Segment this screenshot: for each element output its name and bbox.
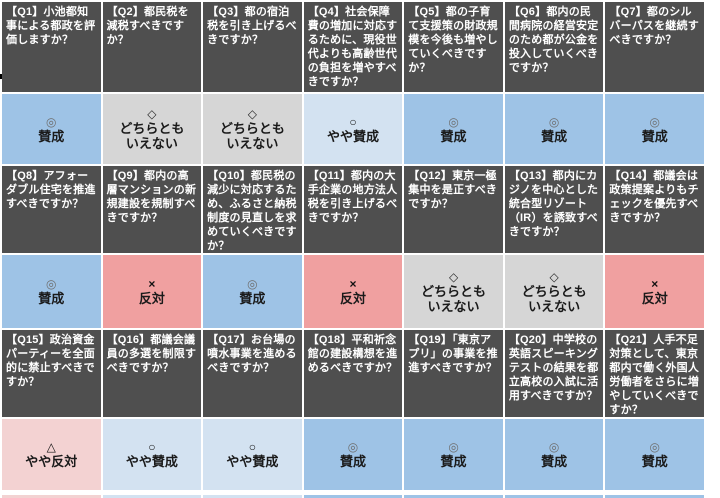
question-cell-q6: 【Q6】都内の民間病院の経営安定のため都が公金を投入していくべきですか？: [504, 2, 604, 92]
question-cell-q19: 【Q19】「東京アプリ」の事業を推進すべきですか？: [404, 330, 503, 417]
answer-cell-q4: ○ やや賛成: [303, 94, 403, 164]
stance-symbol-icon: ×: [349, 277, 357, 291]
question-cell-q1: 【Q1】小池都知事による都政を評価しますか？: [2, 2, 101, 92]
stance-symbol-icon: ◎: [46, 114, 57, 129]
sliver-cell: [605, 495, 704, 498]
question-cell-q11: 【Q11】都内の大手企業の地方法人税を引き上げるべきですか？: [303, 166, 403, 253]
question-cell-q9: 【Q9】都内の高層マンションの新規建設を規制すべきですか？: [102, 166, 202, 253]
stance-label: 賛成: [38, 128, 65, 144]
answer-cell-q13: ◇ どちらとも いえない: [504, 255, 604, 328]
question-cell-q16: 【Q16】都議会議員の多選を制限すべきですか？: [102, 330, 202, 417]
stance-symbol-icon: ×: [651, 277, 659, 291]
stance-label: 賛成: [38, 291, 65, 306]
answer-cell-q7: ◎ 賛成: [605, 94, 704, 164]
sliver-cell: [102, 495, 202, 498]
stance-symbol-icon: △: [46, 440, 56, 454]
answer-cell-q1: ◎ 賛成: [2, 94, 101, 164]
stance-symbol-icon: ◎: [649, 440, 660, 454]
answer-cell-q21: ◎ 賛成: [605, 419, 704, 490]
stance-label: 反対: [339, 291, 366, 306]
stance-symbol-icon: ◇: [247, 107, 258, 121]
question-cell-q4: 【Q4】社会保障費の増加に対応するために、現役世代よりも高齢世代の負担を増やすべ…: [303, 2, 403, 92]
stance-symbol-icon: ◎: [347, 440, 359, 454]
stance-symbol-icon: ×: [148, 277, 156, 291]
stance-symbol-icon: ◎: [448, 440, 459, 454]
answer-cell-q3: ◇ どちらとも いえない: [203, 94, 302, 164]
answer-cell-q14: × 反対: [605, 255, 704, 328]
stance-label: どちらとも いえない: [521, 283, 587, 314]
question-cell-q17: 【Q17】お台場の噴水事業を進めるべきですか？: [203, 330, 302, 417]
stance-label: 反対: [138, 291, 165, 306]
answer-cell-q8: ◎ 賛成: [2, 255, 101, 328]
answer-cell-q20: ◎ 賛成: [504, 419, 604, 490]
stance-label: 賛成: [440, 454, 467, 469]
answer-cell-q9: × 反対: [102, 255, 202, 328]
stance-symbol-icon: ◎: [548, 440, 560, 454]
answer-cell-q16: ○ やや賛成: [102, 419, 202, 490]
answer-cell-q17: ○ やや賛成: [203, 419, 302, 490]
stance-label: どちらとも いえない: [421, 283, 487, 314]
sliver-cell: [203, 495, 302, 498]
stance-label: 賛成: [239, 291, 266, 306]
stance-symbol-icon: ◎: [46, 277, 57, 291]
stance-symbol-icon: ◇: [448, 269, 459, 284]
stance-symbol-icon: ◇: [549, 269, 559, 284]
stance-label: やや賛成: [326, 128, 379, 144]
stance-symbol-icon: ◎: [548, 114, 560, 129]
stance-symbol-icon: ○: [349, 114, 357, 129]
question-cell-q20: 【Q20】中学校の英語スピーキングテストの結果を都立高校の入試に活用すべきですか…: [504, 330, 604, 417]
stance-symbol-icon: ◎: [448, 114, 459, 129]
qa-grid: 【Q1】小池都知事による都政を評価しますか？ 【Q2】都民税を減税すべきですか？…: [2, 2, 704, 490]
answer-cell-q10: ◎ 賛成: [203, 255, 302, 328]
sliver-cell: [504, 495, 604, 498]
question-cell-q10: 【Q10】都民税の減少に対応するため、ふるさと納税制度の見直しを求めていくべきで…: [203, 166, 302, 253]
question-cell-q12: 【Q12】東京一極集中を是正すべきですか？: [404, 166, 503, 253]
stance-label: 反対: [641, 291, 668, 306]
answer-cell-q5: ◎ 賛成: [404, 94, 503, 164]
answer-cell-q12: ◇ どちらとも いえない: [404, 255, 503, 328]
question-cell-q21: 【Q21】人手不足対策として、東京都内で働く外国人労働者をさらに増やしていくべき…: [605, 330, 704, 417]
sliver-cell: [404, 495, 503, 498]
stance-label: 賛成: [541, 128, 568, 144]
question-cell-q3: 【Q3】都の宿泊税を引き上げるべきですか？: [203, 2, 302, 92]
stance-label: 賛成: [541, 454, 568, 469]
stance-label: 賛成: [641, 454, 668, 469]
question-cell-q7: 【Q7】都のシルバーパスを継続すべきですか？: [605, 2, 704, 92]
answer-cell-q19: ◎ 賛成: [404, 419, 503, 490]
stance-label: どちらとも いえない: [119, 121, 185, 151]
question-cell-q5: 【Q5】都の子育て支援策の財政規模を今後も増やしていくべきですか？: [404, 2, 503, 92]
stance-label: どちらとも いえない: [219, 121, 285, 151]
sliver-cell: [303, 495, 403, 498]
next-row-sliver: [2, 495, 704, 498]
stance-label: やや賛成: [125, 454, 178, 469]
sliver-cell: [2, 495, 101, 498]
question-cell-q18: 【Q18】平和祈念館の建設構想を進めるべきですか？: [303, 330, 403, 417]
answer-cell-q2: ◇ どちらとも いえない: [102, 94, 202, 164]
answer-cell-q6: ◎ 賛成: [504, 94, 604, 164]
stance-symbol-icon: ○: [248, 440, 257, 454]
question-cell-q14: 【Q14】都議会は政策提案よりもチェックを優先すべきですか？: [605, 166, 704, 253]
stance-label: 賛成: [440, 128, 467, 144]
stance-label: 賛成: [641, 128, 668, 144]
stance-label: やや賛成: [226, 454, 279, 469]
stance-label: 賛成: [339, 454, 366, 469]
question-cell-q8: 【Q8】アフォーダブル住宅を推進すべきですか？: [2, 166, 101, 253]
stance-symbol-icon: ◎: [649, 114, 660, 129]
question-cell-q2: 【Q2】都民税を減税すべきですか？: [102, 2, 202, 92]
answer-cell-q18: ◎ 賛成: [303, 419, 403, 490]
question-cell-q15: 【Q15】政治資金パーティーを全面的に禁止すべきですか？: [2, 330, 101, 417]
answer-cell-q11: × 反対: [303, 255, 403, 328]
stance-symbol-icon: ○: [148, 440, 156, 454]
question-cell-q13: 【Q13】都内にカジノを中心とした統合型リゾート（IR）を誘致すべきですか？: [504, 166, 604, 253]
stance-symbol-icon: ◎: [247, 277, 258, 291]
answer-cell-q15: △ やや反対: [2, 419, 101, 490]
stance-label: やや反対: [25, 454, 78, 469]
stance-symbol-icon: ◇: [147, 107, 157, 121]
